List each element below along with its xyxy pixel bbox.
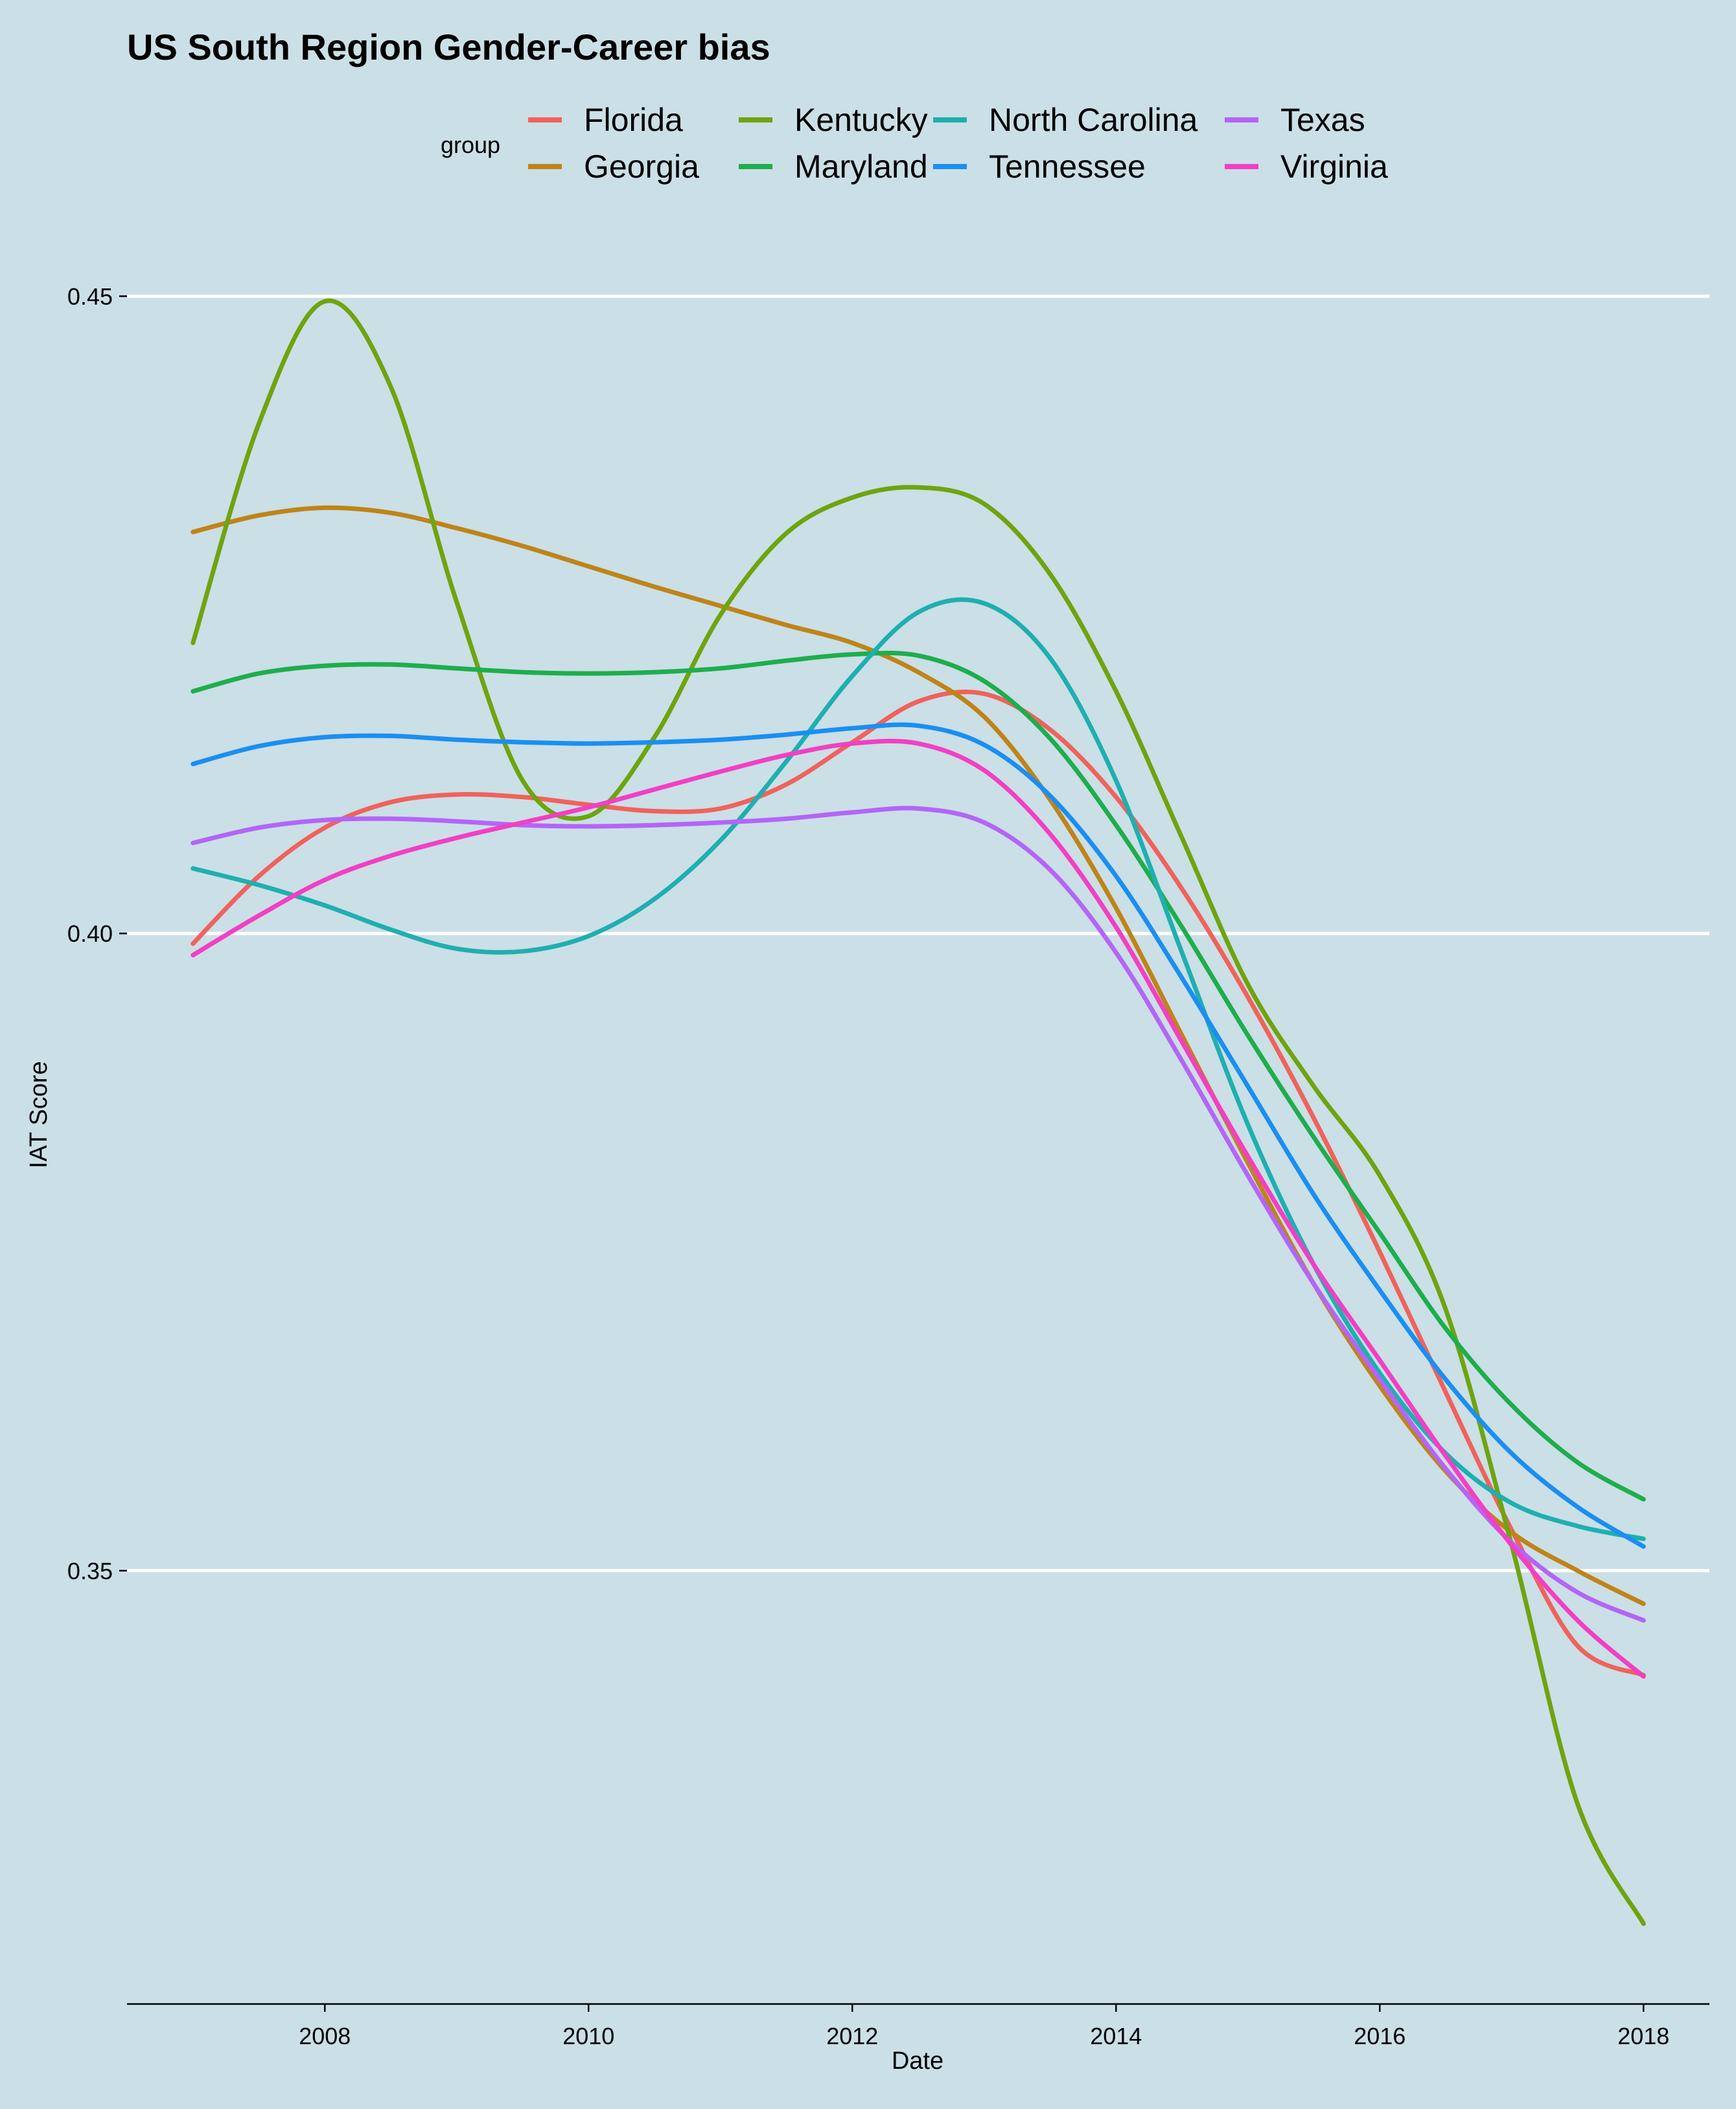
legend-item-texas: Texas — [1225, 102, 1365, 138]
legend-item-virginia: Virginia — [1225, 148, 1388, 185]
y-tick-label: 0.40 — [67, 920, 113, 947]
legend-label-kentucky: Kentucky — [794, 102, 928, 138]
series-line-georgia — [191, 505, 1646, 1607]
x-axis-title: Date — [892, 2047, 943, 2075]
axes: 2008 2010 2012 2014 2016 2018 0.35 0.40 0.45 — [67, 283, 1709, 2049]
x-tick-label: 2014 — [1090, 2023, 1142, 2049]
grid — [127, 294, 1709, 1572]
legend-label-georgia: Georgia — [584, 148, 699, 185]
x-tick-label: 2008 — [299, 2023, 351, 2049]
y-tick-label: 0.45 — [67, 283, 113, 310]
legend-item-florida: Florida — [528, 102, 683, 138]
series-line-tennessee — [191, 722, 1646, 1549]
y-tick-label: 0.35 — [67, 1557, 113, 1584]
legend-item-north-carolina: North Carolina — [933, 102, 1198, 138]
series-line-maryland — [191, 650, 1646, 1502]
legend-label-tennessee: Tennessee — [989, 148, 1146, 185]
legend-label-texas: Texas — [1280, 102, 1365, 138]
legend-title: group — [441, 132, 500, 158]
series-lines — [191, 298, 1646, 1926]
legend-label-maryland: Maryland — [794, 148, 928, 185]
legend-label-north-carolina: North Carolina — [989, 102, 1198, 138]
legend-label-florida: Florida — [584, 102, 683, 138]
series-line-virginia — [191, 738, 1646, 1679]
legend-item-kentucky: Kentucky — [739, 102, 928, 138]
legend-item-georgia: Georgia — [528, 148, 699, 185]
x-tick-label: 2016 — [1354, 2023, 1406, 2049]
x-tick-label: 2018 — [1617, 2023, 1669, 2049]
legend-label-virginia: Virginia — [1280, 148, 1388, 185]
chart-title: US South Region Gender-Career bias — [127, 27, 770, 67]
series-line-kentucky — [191, 298, 1646, 1926]
legend-item-tennessee: Tennessee — [933, 148, 1146, 185]
x-tick-label: 2012 — [826, 2023, 878, 2049]
series-line-north-carolina — [191, 597, 1646, 1541]
series-line-texas — [191, 806, 1646, 1623]
legend-item-maryland: Maryland — [739, 148, 928, 185]
legend: group Florida Georgia Kentucky Maryland Nort… — [441, 102, 1388, 185]
x-tick-label: 2010 — [562, 2023, 614, 2049]
y-axis-title: IAT Score — [25, 1061, 52, 1168]
